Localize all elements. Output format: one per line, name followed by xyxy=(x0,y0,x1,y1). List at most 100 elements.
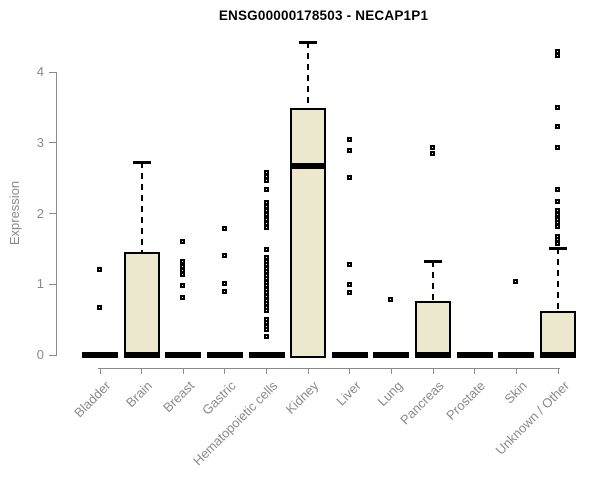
outlier-point xyxy=(555,240,561,246)
outlier-point xyxy=(180,238,186,244)
outlier-point xyxy=(346,137,352,143)
y-tick xyxy=(49,142,56,144)
x-tick xyxy=(141,368,143,374)
outlier-point xyxy=(263,173,269,179)
outlier-point xyxy=(555,224,561,229)
outlier-point xyxy=(346,175,352,181)
median-line xyxy=(248,352,285,358)
median-line xyxy=(456,352,493,358)
x-category-label: Prostate xyxy=(443,378,489,423)
outlier-point xyxy=(263,178,269,184)
x-tick xyxy=(349,368,351,374)
median-line xyxy=(165,352,202,358)
median-line xyxy=(540,352,577,358)
whisker-line xyxy=(432,260,435,302)
whisker-cap xyxy=(424,259,443,263)
x-category-label: Pancreas xyxy=(397,378,447,428)
outlier-point xyxy=(97,267,102,273)
outlier-point xyxy=(221,253,227,258)
outlier-point xyxy=(513,279,519,285)
outlier-point xyxy=(180,272,186,278)
y-axis-line xyxy=(56,72,57,356)
box-brain xyxy=(123,251,160,358)
whisker-line xyxy=(307,42,310,108)
y-tick xyxy=(49,354,56,356)
outlier-point xyxy=(346,289,352,295)
outlier-point xyxy=(555,187,561,193)
outlier-point xyxy=(263,225,269,231)
outlier-point xyxy=(555,144,561,150)
box-kidney xyxy=(290,107,327,358)
outlier-point xyxy=(263,334,269,340)
median-line xyxy=(373,352,410,358)
y-tick-label: 4 xyxy=(36,64,44,80)
outlier-point xyxy=(346,148,352,154)
outlier-point xyxy=(263,187,269,193)
median-line xyxy=(331,352,368,358)
x-category-label: Lung xyxy=(374,378,406,410)
x-tick xyxy=(99,368,101,374)
outlier-point xyxy=(180,295,186,301)
x-tick xyxy=(432,368,434,374)
outlier-point xyxy=(263,247,269,253)
outlier-point xyxy=(263,327,269,333)
outlier-point xyxy=(180,259,186,265)
outlier-point xyxy=(180,267,186,273)
whisker-line xyxy=(557,247,560,312)
x-tick xyxy=(474,368,476,374)
y-tick-label: 3 xyxy=(36,134,44,150)
y-tick-label: 0 xyxy=(36,347,44,362)
outlier-point xyxy=(346,262,352,268)
outlier-point xyxy=(221,280,227,286)
outlier-point xyxy=(97,305,102,311)
x-category-label: Skin xyxy=(501,378,531,407)
median-line xyxy=(415,352,452,358)
x-category-label: Liver xyxy=(332,378,364,409)
x-category-label: Bladder xyxy=(71,378,114,421)
median-line xyxy=(498,352,535,358)
box-unknown-other xyxy=(540,311,577,358)
outlier-point xyxy=(263,203,269,209)
x-tick xyxy=(557,368,559,374)
chart-title: ENSG00000178503 - NECAP1P1 xyxy=(218,8,429,23)
outlier-point xyxy=(388,296,394,302)
median-line xyxy=(206,352,243,358)
y-tick xyxy=(49,213,56,215)
outlier-point xyxy=(263,308,269,314)
x-category-label: Kidney xyxy=(283,378,322,417)
outlier-point xyxy=(555,199,561,205)
x-tick xyxy=(515,368,517,374)
median-line xyxy=(123,352,160,358)
x-category-label: Gastric xyxy=(198,378,239,418)
outlier-point xyxy=(221,226,227,232)
median-line xyxy=(290,163,327,170)
whisker-line xyxy=(140,161,143,252)
outlier-point xyxy=(555,52,561,58)
outlier-point xyxy=(263,221,269,227)
y-tick xyxy=(49,71,56,73)
whisker-cap xyxy=(549,246,568,250)
outlier-point xyxy=(263,211,269,217)
x-category-label: Brain xyxy=(123,378,156,411)
outlier-point xyxy=(180,263,186,269)
outlier-point xyxy=(555,48,561,54)
whisker-cap xyxy=(132,160,151,164)
box-pancreas xyxy=(415,301,452,358)
outlier-point xyxy=(430,144,436,150)
outlier-point xyxy=(346,281,352,287)
outlier-point xyxy=(555,211,561,217)
x-tick xyxy=(224,368,226,374)
outlier-point xyxy=(263,207,269,213)
x-tick xyxy=(266,368,268,374)
x-tick xyxy=(307,368,309,374)
outlier-point xyxy=(221,289,227,295)
y-tick-label: 2 xyxy=(36,205,44,221)
outlier-point xyxy=(180,283,186,289)
median-line xyxy=(82,352,118,358)
whisker-cap xyxy=(299,41,318,45)
outlier-point xyxy=(430,151,436,157)
x-category-label: Unknown / Other xyxy=(492,378,572,458)
outlier-point xyxy=(555,124,561,130)
